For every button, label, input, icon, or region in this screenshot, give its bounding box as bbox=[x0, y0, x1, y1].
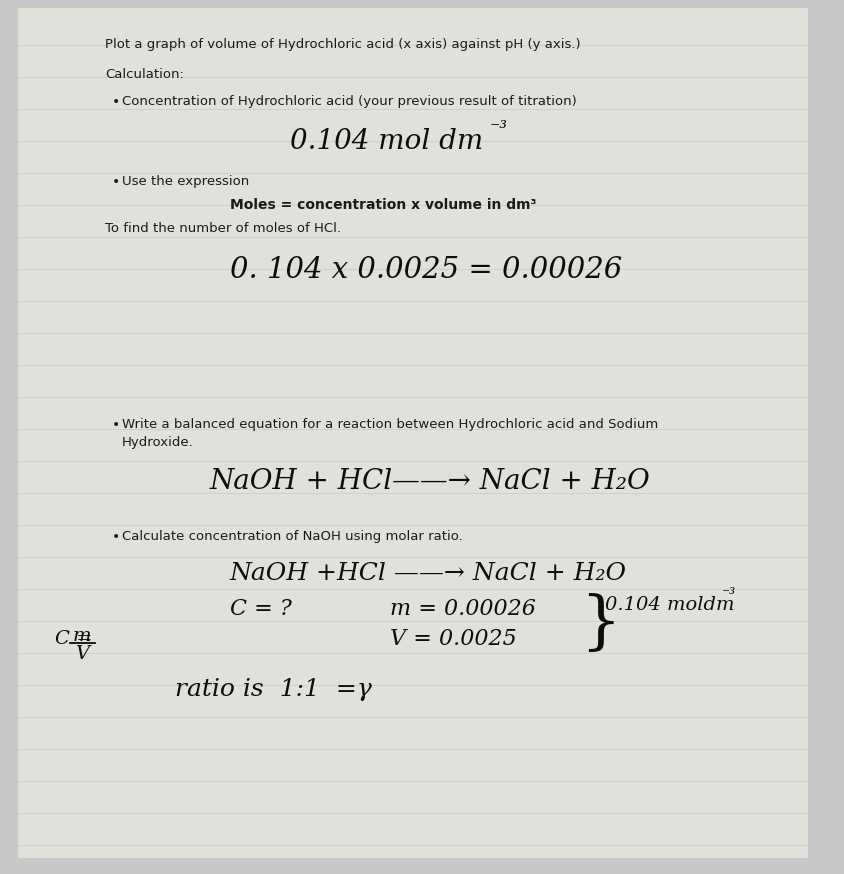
Text: Plot a graph of volume of Hydrochloric acid (x axis) against pH (y axis.): Plot a graph of volume of Hydrochloric a… bbox=[105, 38, 581, 51]
Text: Moles = concentration x volume in dm³: Moles = concentration x volume in dm³ bbox=[230, 198, 537, 212]
Text: •: • bbox=[112, 530, 120, 544]
Text: }: } bbox=[580, 594, 620, 656]
Text: ratio is  1:1  =γ: ratio is 1:1 =γ bbox=[175, 678, 372, 701]
Text: m = 0.00026: m = 0.00026 bbox=[390, 598, 536, 620]
Text: •: • bbox=[112, 95, 120, 109]
Text: C =: C = bbox=[55, 630, 93, 648]
Text: Concentration of Hydrochloric acid (your previous result of titration): Concentration of Hydrochloric acid (your… bbox=[122, 95, 576, 108]
Text: V: V bbox=[75, 645, 89, 663]
Text: C = ?: C = ? bbox=[230, 598, 292, 620]
Text: Write a balanced equation for a reaction between Hydrochloric acid and Sodium: Write a balanced equation for a reaction… bbox=[122, 418, 658, 431]
Text: 0.104 mol dm: 0.104 mol dm bbox=[290, 128, 484, 155]
Text: 0. 104 x 0.0025 = 0.00026: 0. 104 x 0.0025 = 0.00026 bbox=[230, 256, 622, 284]
FancyBboxPatch shape bbox=[18, 8, 808, 858]
Text: To find the number of moles of HCl.: To find the number of moles of HCl. bbox=[105, 222, 341, 235]
Text: ⁻³: ⁻³ bbox=[490, 120, 508, 138]
Text: Calculation:: Calculation: bbox=[105, 68, 184, 81]
Text: NaOH +HCl ——→ NaCl + H₂O: NaOH +HCl ——→ NaCl + H₂O bbox=[230, 562, 627, 585]
Text: •: • bbox=[112, 418, 120, 432]
Text: V = 0.0025: V = 0.0025 bbox=[390, 628, 517, 650]
Text: •: • bbox=[112, 175, 120, 189]
Text: NaOH + HCl——→ NaCl + H₂O: NaOH + HCl——→ NaCl + H₂O bbox=[210, 468, 651, 495]
Text: Calculate concentration of NaOH using molar ratio.: Calculate concentration of NaOH using mo… bbox=[122, 530, 463, 543]
Text: Hydroxide.: Hydroxide. bbox=[122, 436, 194, 449]
Text: ⁻³: ⁻³ bbox=[722, 588, 736, 602]
Text: m: m bbox=[73, 627, 91, 645]
Text: 0.104 moldm: 0.104 moldm bbox=[605, 596, 734, 614]
Text: Use the expression: Use the expression bbox=[122, 175, 249, 188]
